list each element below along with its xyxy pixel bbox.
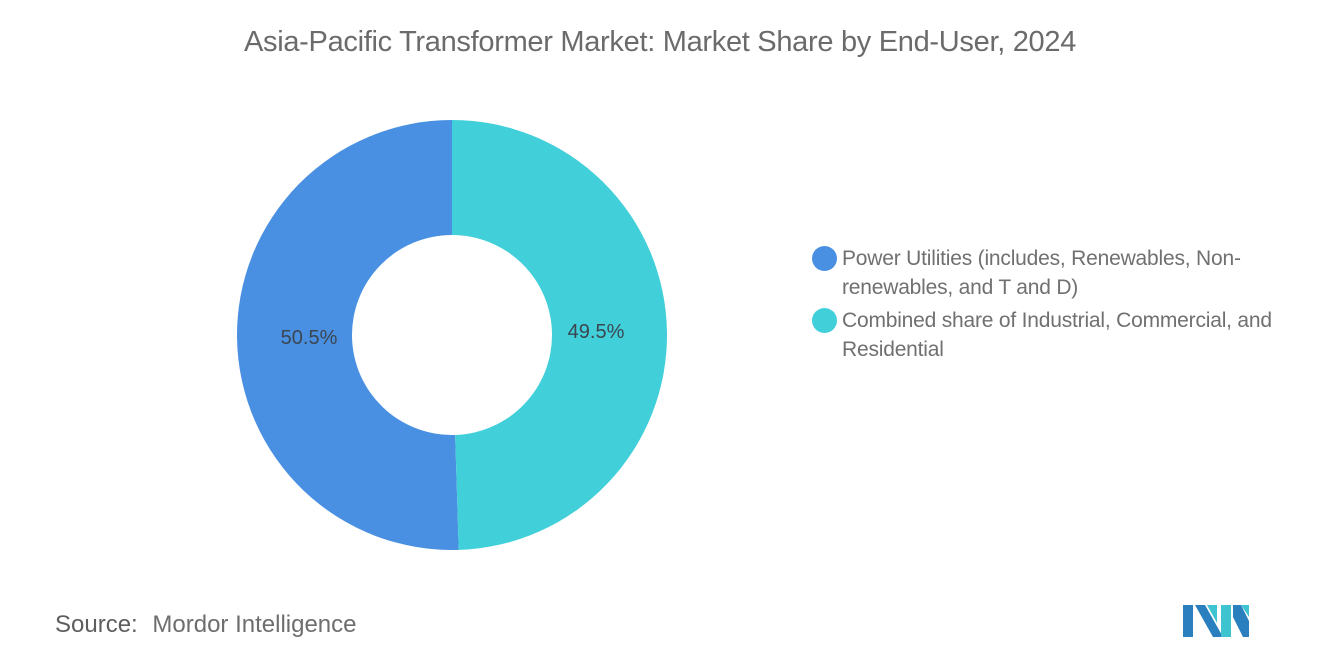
legend-swatch-cyan-icon [812, 308, 837, 333]
source-label: Source: [55, 611, 138, 638]
slice-label-industrial-commercial-residential: 49.5% [568, 321, 625, 343]
legend-swatch-blue-icon [812, 246, 837, 271]
mordor-intelligence-logo-icon [1183, 605, 1249, 637]
source-attribution: Source: Mordor Intelligence [55, 611, 357, 639]
donut-slice-power-utilities[interactable] [236, 120, 459, 550]
legend-label: Power Utilities (includes, Renewables, N… [842, 247, 1241, 299]
slice-label-power-utilities: 50.5% [281, 327, 338, 349]
legend-item-industrial-commercial-residential[interactable]: Combined share of Industrial, Commercial… [812, 306, 1292, 364]
chart-legend: Power Utilities (includes, Renewables, N… [812, 244, 1292, 368]
legend-item-power-utilities[interactable]: Power Utilities (includes, Renewables, N… [812, 244, 1292, 302]
donut-slice-industrial-commercial-residential[interactable] [452, 120, 667, 550]
legend-label: Combined share of Industrial, Commercial… [842, 309, 1272, 361]
chart-title: Asia-Pacific Transformer Market: Market … [243, 26, 1077, 58]
source-value: Mordor Intelligence [152, 611, 357, 638]
